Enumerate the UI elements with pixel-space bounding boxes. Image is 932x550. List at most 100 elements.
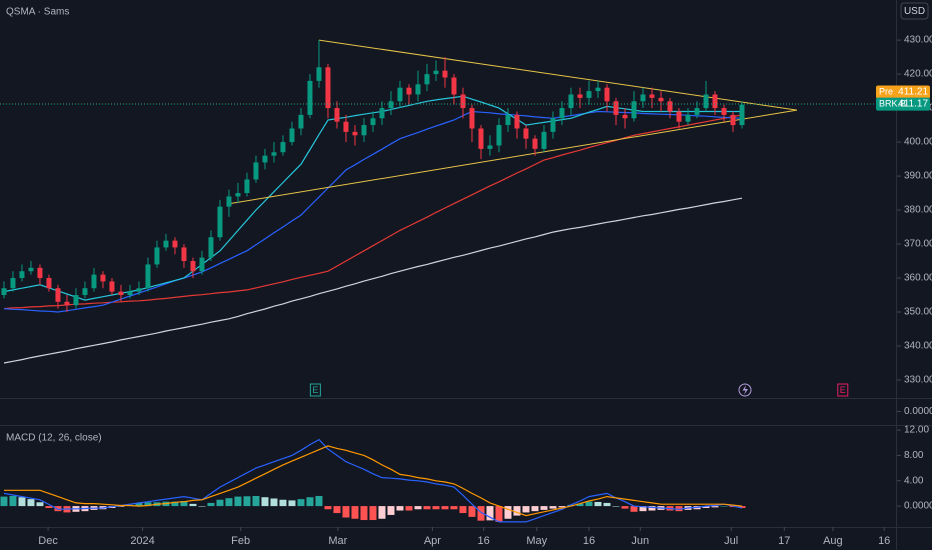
candle-body	[631, 101, 637, 119]
candle-body	[694, 108, 700, 115]
price-label-name: Pre	[879, 86, 893, 96]
candle-body	[424, 74, 430, 85]
candle-body	[262, 155, 268, 163]
price-label-value: 411.21	[898, 87, 928, 98]
candle-body	[577, 94, 583, 98]
candle-body	[712, 94, 718, 109]
candle-body	[442, 70, 448, 78]
candle-body	[568, 94, 574, 109]
x-tick-label: 16	[478, 535, 490, 547]
histogram-bar	[9, 495, 17, 507]
candle-body	[658, 97, 664, 102]
candle-body	[253, 162, 259, 180]
histogram-bar	[306, 497, 314, 507]
y-tick-label: 330.00	[904, 375, 932, 386]
event-marker	[309, 383, 321, 397]
symbol-title: QSMA · Sams	[6, 7, 69, 18]
candle-body	[325, 67, 331, 109]
x-tick-label: 16	[583, 535, 595, 547]
currency: USD	[904, 6, 925, 17]
currency-box[interactable]	[900, 2, 929, 20]
candle-body	[595, 87, 601, 92]
candle-body	[460, 94, 466, 109]
candle-body	[415, 84, 421, 95]
y-tick-label: 0.0000	[904, 501, 932, 512]
candle-body	[271, 152, 277, 156]
histogram-bar	[369, 506, 377, 521]
candle-body	[559, 108, 565, 119]
histogram-bar	[297, 499, 305, 507]
candle-body	[100, 274, 106, 282]
histogram-bar	[333, 506, 341, 514]
candle-body	[730, 114, 736, 126]
candle-body	[406, 87, 412, 95]
histogram-bar	[315, 495, 323, 507]
y-tick-label: 4.00	[904, 475, 924, 486]
candle-body	[235, 193, 241, 197]
histogram-bar	[207, 502, 215, 507]
candle-body	[550, 118, 556, 132]
histogram-bar	[423, 506, 431, 510]
candle-body	[307, 80, 313, 115]
candle-body	[451, 77, 457, 95]
dividend-icon[interactable]	[738, 383, 752, 397]
histogram-bar	[486, 506, 494, 521]
x-tick-label: Apr	[424, 535, 441, 547]
x-tick-label: May	[526, 535, 547, 547]
histogram-bar	[603, 502, 611, 507]
histogram-bar	[558, 506, 566, 508]
dividend-bolt	[742, 385, 748, 395]
histogram-bar	[270, 498, 278, 507]
candle-body	[343, 121, 349, 132]
candle-body	[604, 87, 610, 102]
candle-body	[226, 196, 232, 207]
macd-line	[3, 438, 743, 523]
candle-body	[505, 114, 511, 126]
candle-body	[37, 267, 43, 279]
candle-body	[1, 288, 7, 296]
trendline	[227, 109, 797, 205]
y-tick-label: 350.00	[904, 307, 932, 318]
histogram-bar	[288, 500, 296, 507]
histogram-bar	[387, 506, 395, 515]
histogram-bar	[252, 495, 260, 507]
histogram-bar	[702, 506, 710, 508]
candle-body	[352, 131, 358, 136]
candle-body	[703, 94, 709, 109]
x-tick-label: Feb	[231, 535, 250, 547]
candle-body	[163, 240, 169, 248]
histogram-bar	[135, 502, 143, 507]
histogram-bar	[45, 506, 53, 508]
candle-body	[361, 125, 367, 136]
histogram-bar	[0, 496, 8, 507]
candle-body	[145, 264, 151, 289]
candle-body	[136, 288, 142, 292]
histogram-bar	[585, 501, 593, 507]
x-tick-label: Dec	[38, 535, 58, 547]
histogram-bar	[513, 506, 521, 516]
candle-body	[28, 267, 34, 272]
histogram-bar	[738, 506, 746, 508]
x-tick-label: Mar	[328, 535, 347, 547]
moving-average	[3, 110, 743, 313]
histogram-bar	[171, 501, 179, 507]
y-tick-label: 420.00	[904, 69, 932, 80]
candle-body	[532, 138, 538, 149]
histogram-bar	[234, 496, 242, 507]
histogram-bar	[711, 506, 719, 508]
candle-body	[298, 114, 304, 129]
candle-body	[127, 291, 133, 296]
candle-body	[586, 91, 592, 98]
candle-body	[640, 94, 646, 102]
candle-body	[73, 295, 79, 306]
x-tick-label: 16	[878, 535, 890, 547]
macd-line	[4, 445, 743, 517]
candle-body	[685, 114, 691, 122]
histogram-bar	[189, 503, 197, 507]
histogram-bar	[216, 499, 224, 507]
y-tick-label: 430.00	[904, 35, 932, 46]
candle-body	[55, 288, 61, 302]
histogram-bar	[180, 501, 188, 507]
macd-title: MACD (12, 26, close)	[6, 433, 102, 444]
candle-body	[199, 257, 205, 272]
